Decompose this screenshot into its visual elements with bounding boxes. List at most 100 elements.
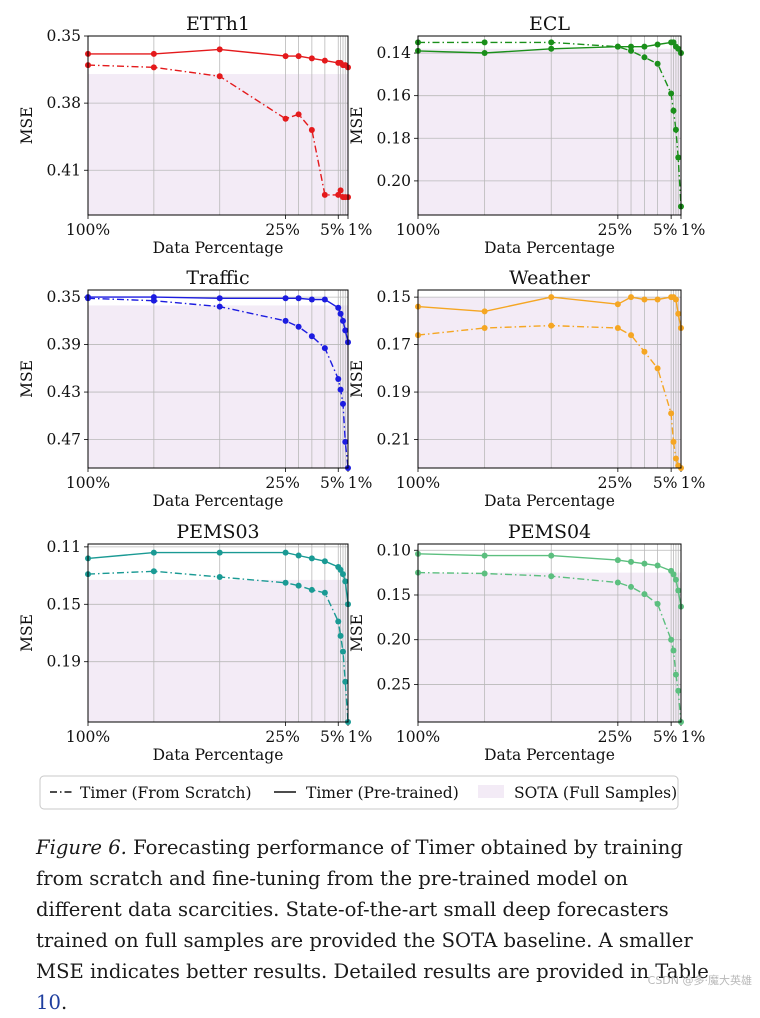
x-tick-label: 5% xyxy=(320,221,345,239)
plot-frame xyxy=(417,543,682,723)
data-point-pretrained xyxy=(321,296,328,303)
x-tick-label: 25% xyxy=(598,221,632,239)
data-point-pretrained xyxy=(672,576,679,583)
data-point-pretrained xyxy=(641,43,648,50)
x-tick-label: 25% xyxy=(598,728,632,746)
data-point-scratch xyxy=(308,586,315,593)
y-tick-label: 0.38 xyxy=(46,94,81,112)
x-axis-label: Data Percentage xyxy=(153,746,284,764)
data-point-pretrained xyxy=(339,317,346,324)
x-tick-label: 5% xyxy=(653,474,678,492)
data-point-pretrained xyxy=(654,562,661,569)
figure-caption: Figure 6. Forecasting performance of Tim… xyxy=(36,832,716,1018)
data-point-scratch xyxy=(668,636,675,643)
plot-frame xyxy=(417,35,682,216)
data-point-pretrained xyxy=(548,45,555,52)
data-point-pretrained xyxy=(614,43,621,50)
data-point-scratch xyxy=(668,410,675,417)
x-tick-label: 1% xyxy=(681,221,706,239)
data-point-pretrained xyxy=(295,295,302,302)
data-point-pretrained xyxy=(339,571,346,578)
chart-etth1: 0.35 0.38 0.41 100% 25% 5% 1% ETTh1 Data Percent… xyxy=(18,13,372,257)
data-point-pretrained xyxy=(672,296,679,303)
x-tick-label: 25% xyxy=(265,221,299,239)
y-axis-label: MSE xyxy=(18,107,36,145)
chart-title: Weather xyxy=(509,267,591,289)
data-point-scratch xyxy=(614,579,621,586)
y-tick-label: 0.41 xyxy=(46,161,81,179)
series-line-scratch xyxy=(87,570,349,723)
chart-title: PEMS03 xyxy=(176,521,259,543)
data-point-pretrained xyxy=(548,294,555,301)
data-point-pretrained xyxy=(216,46,223,53)
data-point-scratch xyxy=(614,324,621,331)
data-point-scratch xyxy=(548,322,555,329)
data-point-scratch xyxy=(675,154,682,161)
x-axis-label: Data Percentage xyxy=(484,492,615,510)
data-point-scratch xyxy=(150,568,157,575)
x-tick-label: 1% xyxy=(681,728,706,746)
y-tick-label: 0.15 xyxy=(376,586,411,604)
data-point-pretrained xyxy=(321,558,328,565)
sota-band xyxy=(88,74,348,215)
plot-frame xyxy=(87,35,349,216)
x-tick-label: 100% xyxy=(396,728,440,746)
y-tick-label: 0.15 xyxy=(376,288,411,306)
data-point-pretrained xyxy=(282,549,289,556)
data-point-scratch xyxy=(654,365,661,372)
data-point-scratch xyxy=(335,376,342,382)
data-point-scratch xyxy=(641,54,648,61)
data-point-scratch xyxy=(308,126,315,133)
x-tick-label: 25% xyxy=(265,728,299,746)
legend-pretrained-label: Timer (Pre-trained) xyxy=(306,784,459,802)
data-point-pretrained xyxy=(295,552,302,559)
data-point-pretrained xyxy=(216,549,223,556)
data-point-scratch xyxy=(548,39,555,46)
x-tick-label: 100% xyxy=(66,221,110,239)
y-axis-label: MSE xyxy=(18,614,36,652)
data-point-scratch xyxy=(282,115,289,122)
y-tick-label: 0.11 xyxy=(46,538,81,556)
y-tick-label: 0.39 xyxy=(46,336,81,354)
chart-traffic: 0.35 0.39 0.43 0.47 100% 25% 5% 1% Traffic Data P… xyxy=(18,267,372,510)
data-point-scratch xyxy=(308,333,315,340)
data-point-scratch xyxy=(342,678,349,685)
data-point-pretrained xyxy=(641,560,648,567)
data-point-scratch xyxy=(672,455,679,462)
plot-frame xyxy=(87,289,349,469)
data-point-scratch xyxy=(548,573,555,580)
data-point-pretrained xyxy=(308,296,315,303)
series-line-scratch xyxy=(87,297,349,469)
data-point-scratch xyxy=(216,574,223,581)
x-tick-label: 100% xyxy=(396,221,440,239)
data-point-pretrained xyxy=(150,294,157,301)
y-tick-label: 0.19 xyxy=(376,383,411,401)
data-point-scratch xyxy=(335,191,342,198)
caption-tail: . xyxy=(60,991,68,1014)
x-tick-label: 1% xyxy=(681,474,706,492)
x-tick-label: 5% xyxy=(320,474,345,492)
sota-band xyxy=(418,297,681,468)
data-point-pretrained xyxy=(675,587,682,594)
data-point-scratch xyxy=(321,191,328,198)
caption-text: Forecasting performance of Timer obtaine… xyxy=(36,836,709,983)
data-point-scratch xyxy=(628,47,635,54)
y-tick-label: 0.19 xyxy=(46,653,81,671)
data-point-scratch xyxy=(668,90,675,97)
y-tick-label: 0.21 xyxy=(376,431,411,449)
watermark: CSDN @多·魔大英雄 xyxy=(647,974,752,987)
chart-title: Traffic xyxy=(186,267,249,289)
y-axis-label: MSE xyxy=(348,614,366,652)
data-point-pretrained xyxy=(150,50,157,57)
data-point-scratch xyxy=(282,579,289,586)
data-point-scratch xyxy=(339,400,346,407)
caption-table-link[interactable]: 10 xyxy=(36,991,61,1014)
data-point-scratch xyxy=(295,323,302,330)
y-tick-label: 0.20 xyxy=(376,172,411,190)
data-point-pretrained xyxy=(308,555,315,562)
data-point-pretrained xyxy=(321,57,328,64)
data-point-scratch xyxy=(216,73,223,80)
y-tick-label: 0.10 xyxy=(376,541,411,559)
